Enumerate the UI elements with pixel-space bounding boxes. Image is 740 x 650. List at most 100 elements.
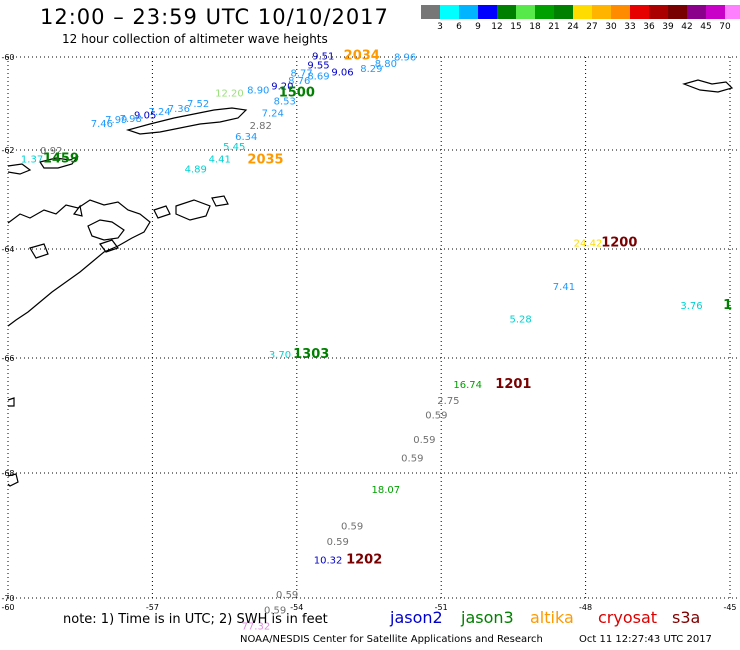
color-legend-label: 36 [643,22,655,32]
wave-height-label: 4.89 [185,164,207,175]
coastline-path [7,199,151,327]
generation-timestamp: Oct 11 12:27:43 UTC 2017 [579,634,712,645]
longitude-label: -45 [723,603,736,612]
coastline-path [175,199,211,221]
wave-height-label: 3.70 [269,350,291,361]
pass-time-label: 1200 [601,236,637,251]
observation-labels: 9.51 2034 8.968.80 9.55 8.29 9.06 8.778.698.76… [21,48,732,632]
color-swatch [725,5,740,19]
longitude-label: -57 [146,603,159,612]
wave-height-label: 0.59 [264,606,286,617]
coastline-path [99,239,119,253]
map-gridlines: -60-62-64-66-68-70-60 -57 -54 -51 -48 -45 [1,53,740,612]
satellite-legend-item: jason2 [390,608,443,627]
coastline-path [29,243,49,259]
wave-height-label: 4.41 [209,154,231,165]
color-swatch [516,5,535,19]
wave-height-label: 0.59 [413,435,435,446]
coastline-path [682,79,734,93]
coastline-path [7,473,19,487]
wave-height-label: 0.59 [341,521,363,532]
chart-subtitle: 12 hour collection of altimeter wave hei… [62,32,328,46]
satellite-legend-item: jason3 [461,608,514,627]
longitude-label: -51 [435,603,448,612]
color-swatch [535,5,554,19]
color-legend-bar [421,5,740,19]
color-swatch [649,5,668,19]
wave-height-label: 9.06 [331,68,353,79]
color-swatch [668,5,687,19]
wave-height-label: 5.28 [509,315,531,326]
wave-height-label: 9.51 [312,51,334,62]
wave-height-label: 2.75 [437,396,459,407]
color-swatch [630,5,649,19]
color-swatch [611,5,630,19]
wave-height-label: 0.59 [327,537,349,548]
pass-time-label: 2034 [344,48,380,63]
color-swatch [573,5,592,19]
wave-height-label: 16.74 [453,380,482,391]
wave-height-label: 7.98 [120,114,142,125]
color-swatch [497,5,516,19]
color-legend-label: 30 [605,22,617,32]
wave-height-label: 7.24 [262,109,284,120]
wave-height-label: 8.29 [360,64,382,75]
wave-height-label: 7.99 [105,115,127,126]
satellite-legend-item: cryosat [598,608,658,627]
color-legend-label: 33 [624,22,636,32]
wave-height-label: 9.05 [134,110,156,121]
color-legend-label: 3 [437,22,443,32]
color-swatch [478,5,497,19]
wave-height-label: 5.45 [223,142,245,153]
wave-height-label: 7.46 [91,119,113,130]
wave-height-label: 8.76 [288,76,310,87]
color-legend-label: 15 [510,22,522,32]
color-swatch [554,5,573,19]
wave-height-label: 9.55 [307,61,329,72]
satellite-legend-item: s3a [672,608,701,627]
color-legend-label: 24 [567,22,579,32]
wave-height-label: 8.77 [290,69,312,80]
color-legend-label: 6 [456,22,462,32]
wave-height-label: 1.37 [21,154,43,165]
wave-height-label: 12.20 [215,89,244,100]
latitude-label: -62 [1,146,14,155]
satellite-legend-item: altika [530,608,574,627]
coastline-path [72,204,83,217]
wave-height-label: 0.59 [401,454,423,465]
color-swatch [592,5,611,19]
units-note: note: 1) Time is in UTC; 2) SWH is in fe… [63,612,328,627]
color-legend-label: 9 [475,22,481,32]
wave-height-label: 7.41 [553,282,575,293]
wave-height-label: 0.59 [276,590,298,601]
wave-height-label: 8.96 [394,53,416,64]
coastline-path [87,219,125,241]
wave-height-label: 10.32 [314,556,343,567]
color-swatch [706,5,725,19]
wave-height-label: 6.34 [235,132,257,143]
color-swatch [421,5,440,19]
pass-time-label: 2035 [247,152,283,167]
wave-height-label: 7.36 [168,104,190,115]
wave-height-label: 8.69 [307,71,329,82]
credit-line: NOAA/NESDIS Center for Satellite Applica… [240,634,543,645]
wave-height-label: 8.80 [375,59,397,70]
color-legend-label: 70 [719,22,731,32]
color-legend-label: 39 [662,22,674,32]
color-swatch [459,5,478,19]
longitude-label: -54 [290,603,303,612]
wave-height-label: 0.59 [425,410,447,421]
color-legend-label: 18 [529,22,541,32]
wave-height-label: 24.42 [574,239,603,250]
pass-time-label: 1500 [279,86,315,101]
pass-time-label: 1 [723,298,732,313]
wave-height-label: 77.32 [242,621,271,632]
wave-height-label: 7.24 [148,107,170,118]
color-swatch [687,5,706,19]
chart-title: 12:00 – 23:59 UTC 10/10/2017 [40,5,389,29]
wave-height-label: 8.53 [274,96,296,107]
latitude-label: -70 [1,594,14,603]
color-swatch [440,5,459,19]
latitude-label: -66 [1,354,14,363]
